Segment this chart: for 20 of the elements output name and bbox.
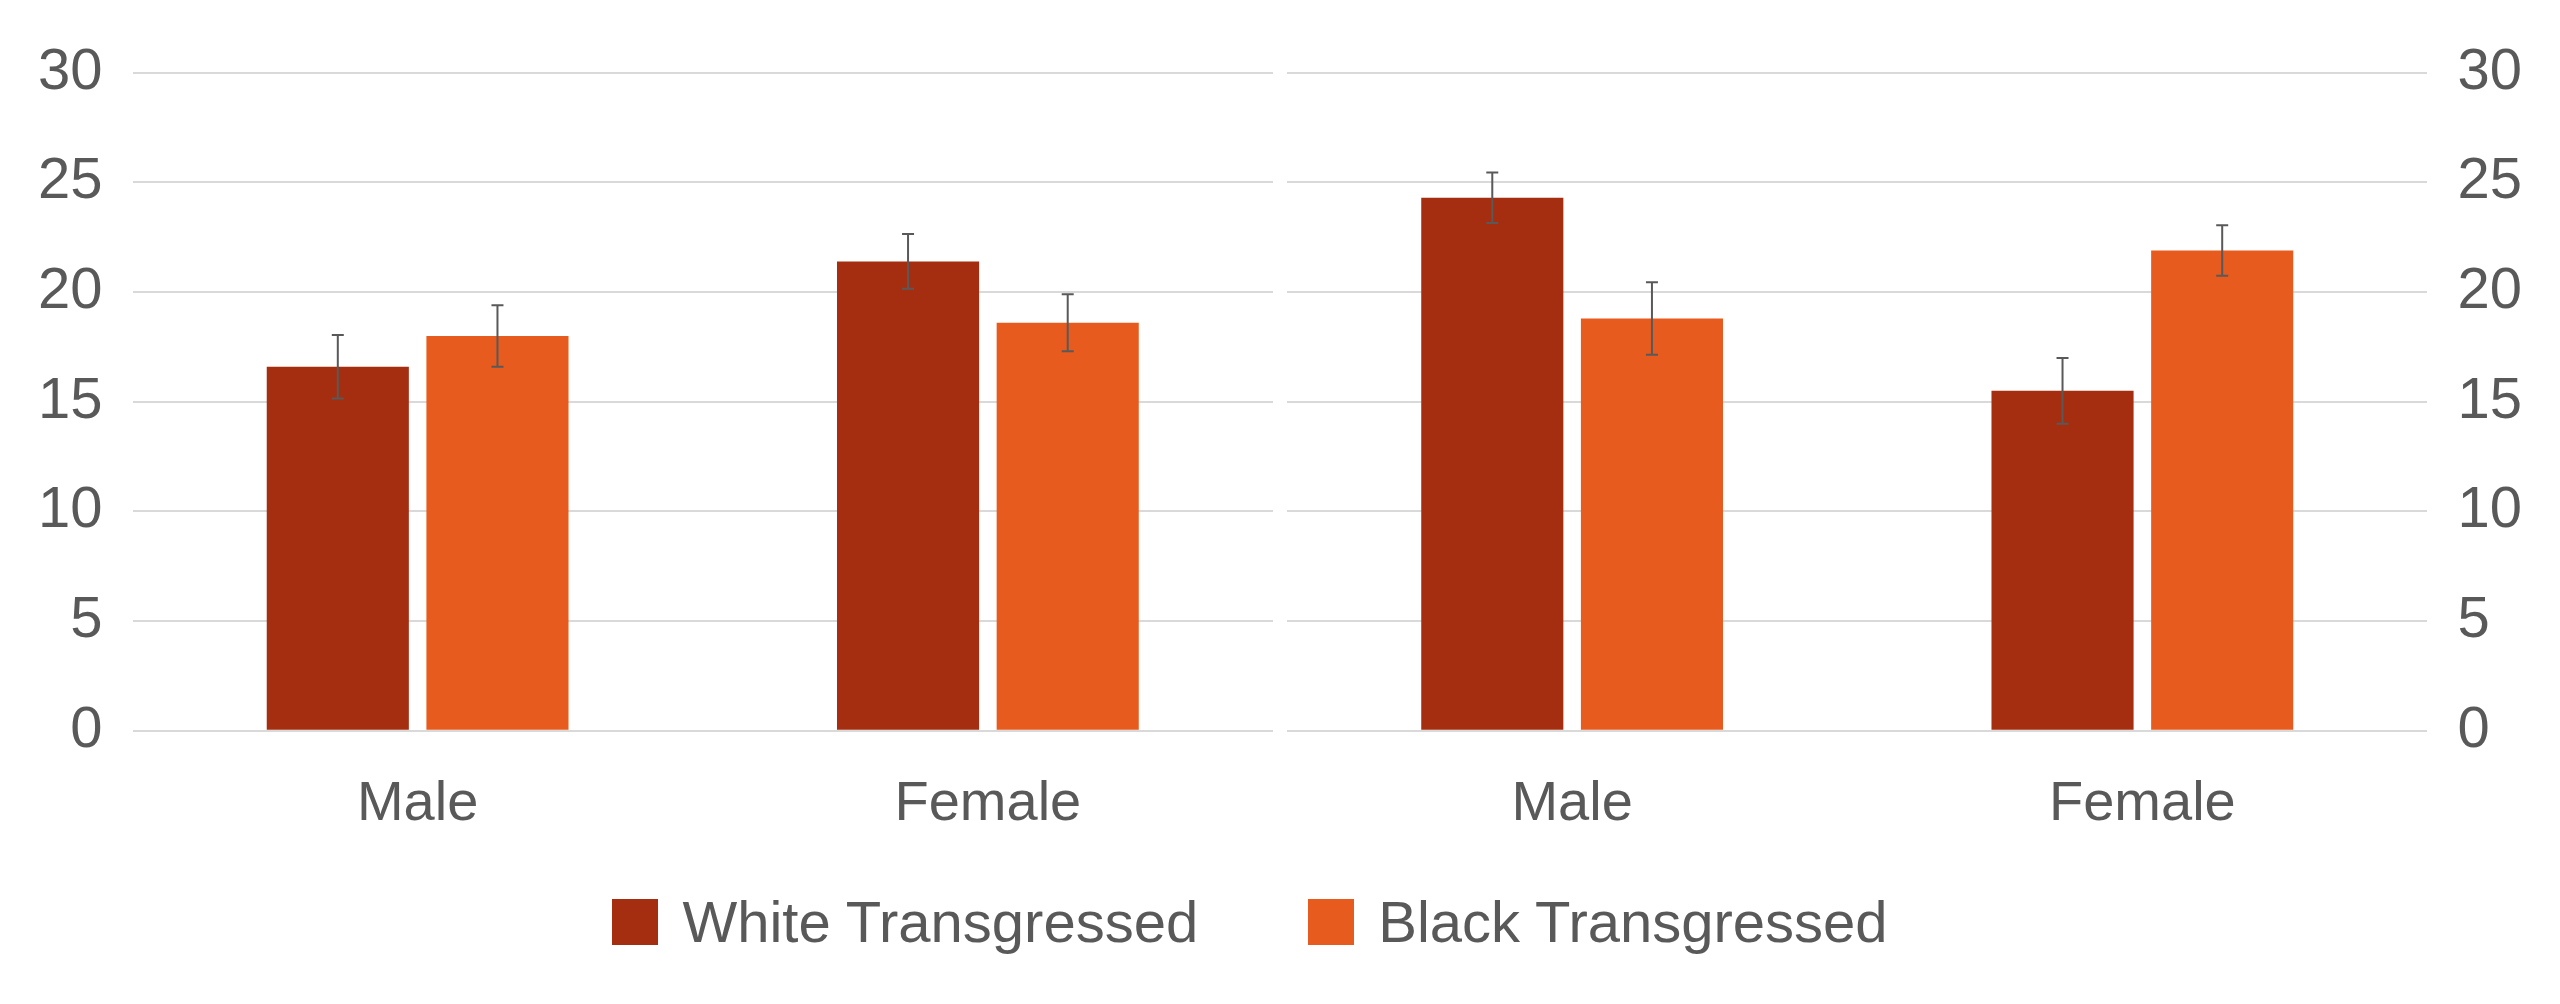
x-tick-label: Male bbox=[356, 768, 479, 832]
y-tick-label: 15 bbox=[38, 364, 103, 430]
y-tick-label: 30 bbox=[38, 35, 103, 101]
y-tick-label: 0 bbox=[2457, 693, 2490, 759]
y-tick-label: 25 bbox=[38, 145, 103, 211]
y-tick-label: 10 bbox=[2457, 474, 2522, 540]
y-tick-label: 10 bbox=[38, 474, 103, 540]
y-tick-label: 30 bbox=[2457, 35, 2522, 101]
x-tick-label: Female bbox=[894, 768, 1082, 832]
y-tick-label: 5 bbox=[2457, 584, 2490, 650]
x-tick-label: Female bbox=[2049, 768, 2236, 832]
legend-label: Black Transgressed bbox=[1378, 888, 1888, 956]
y-tick-label: 20 bbox=[2457, 255, 2522, 321]
y-tick-label: 0 bbox=[70, 693, 103, 759]
legend-label: White Transgressed bbox=[682, 888, 1199, 956]
y-tick-label: 15 bbox=[2457, 364, 2522, 430]
y-tick-label: 25 bbox=[2457, 145, 2522, 211]
y-tick-label: 20 bbox=[38, 255, 103, 321]
y-tick-label: 5 bbox=[70, 584, 103, 650]
x-tick-label: Male bbox=[1511, 768, 1633, 832]
